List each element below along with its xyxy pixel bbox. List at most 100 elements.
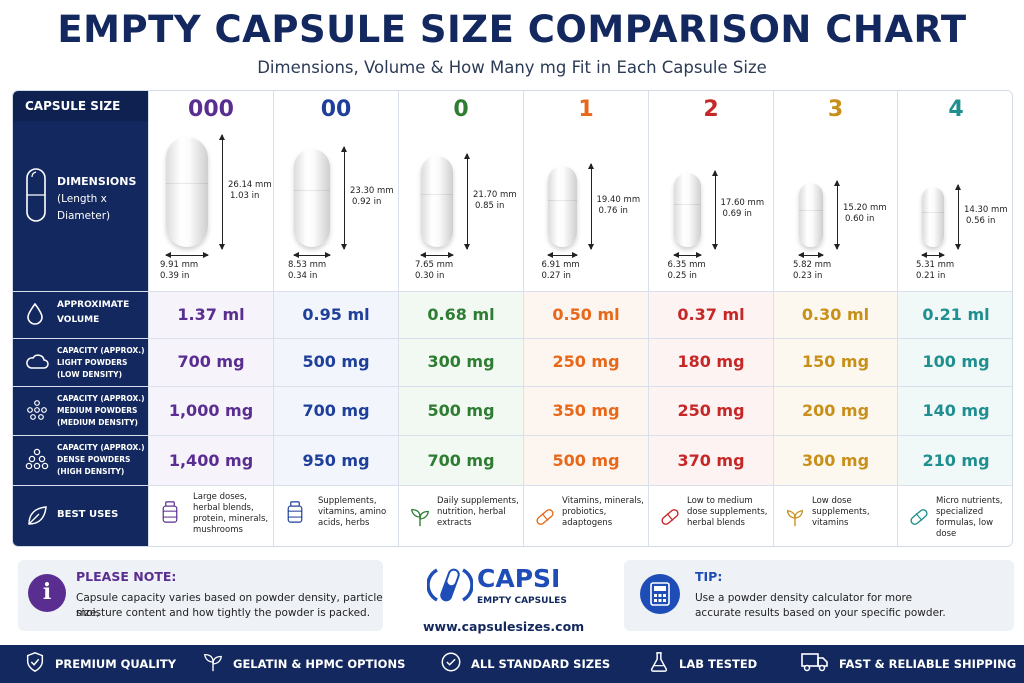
note-title: PLEASE NOTE: (76, 569, 177, 584)
dense-capacity-value: 700 mg (427, 451, 495, 470)
rowhead-dense-label-2: DENSE POWDERS (57, 455, 131, 464)
rowhead-light-label-3: (LOW DENSITY) (57, 370, 122, 379)
diameter-in: 0.25 in (667, 271, 697, 281)
rowhead-volume-label-2: VOLUME (57, 315, 100, 325)
volume-value: 0.30 ml (801, 305, 870, 324)
length-in: 0.56 in (966, 216, 996, 226)
length-mm: 14.30 mm (964, 205, 1008, 215)
row-divider (13, 485, 1012, 486)
length-arrow (955, 184, 961, 250)
volume-value: 0.68 ml (427, 305, 495, 324)
footer-bar: PREMIUM QUALITY GELATIN & HPMC OPTIONS ALL… (0, 645, 1024, 683)
length-arrow (219, 134, 225, 250)
row-divider (13, 338, 1012, 339)
light-capacity-value: 250 mg (552, 352, 620, 371)
rowhead-uses: BEST USES (13, 485, 148, 546)
rowhead-capsule-size: CAPSULE SIZE (13, 91, 148, 121)
best-uses-line: Daily supplements, (437, 496, 519, 506)
best-uses-line: vitamins (812, 518, 849, 528)
footer-item-truck: FAST & RELIABLE SHIPPING (800, 645, 1016, 683)
rowhead-volume: APPROXIMATE VOLUME (13, 291, 148, 338)
dense-granules-icon (25, 448, 49, 470)
volume-value: 0.21 ml (922, 305, 990, 324)
diameter-arrow (672, 252, 702, 258)
light-capacity-value: 300 mg (427, 352, 495, 371)
size-label: 00 (320, 97, 352, 122)
tip-title: TIP: (695, 569, 723, 584)
best-uses-text: Low to medium dose supplements, herbal ble… (687, 496, 768, 529)
volume-value: 0.95 ml (302, 305, 370, 324)
length-in: 0.60 in (845, 214, 875, 224)
length-arrow (834, 180, 840, 250)
brand-tagline: EMPTY CAPSULES (477, 596, 567, 606)
best-uses-line: Micro nutrients, (936, 496, 1003, 506)
comparison-table: CAPSULE SIZE DIMENSIONS (Length x Diamet… (12, 90, 1013, 547)
best-uses-line: herbal blends (687, 518, 745, 528)
light-capacity-value: 180 mg (677, 352, 745, 371)
diameter-in: 0.30 in (415, 271, 445, 281)
dense-capacity-value: 500 mg (552, 451, 620, 470)
medium-capacity-value: 200 mg (801, 401, 870, 420)
length-mm: 15.20 mm (843, 203, 887, 213)
tip-line-1: Use a powder density calculator for more (695, 592, 913, 604)
length-arrow (711, 170, 718, 250)
best-uses-text: Low dose supplements, vitamins (812, 496, 870, 529)
rowhead-medium-label-2: MEDIUM POWDERS (57, 406, 138, 415)
best-uses-text: Large doses, herbal blends, protein, miner… (193, 492, 268, 536)
medium-capacity-value: 700 mg (302, 401, 370, 420)
rowhead-light: CAPACITY (APPROX.) LIGHT POWDERS (LOW DE… (13, 338, 148, 386)
best-uses-line: mushrooms (193, 525, 243, 535)
size-label: 0 (453, 97, 469, 122)
rowhead-dimensions-label: DIMENSIONS (57, 175, 137, 188)
size-column-00: 00 23.30 mm 0.92 in 8.53 mm 0.34 in 0.95… (273, 91, 398, 546)
page-subtitle: Dimensions, Volume & How Many mg Fit in … (257, 58, 767, 77)
length-mm: 17.60 mm (720, 198, 765, 208)
size-label: 2 (703, 97, 719, 122)
note-line-2: moisture content and how tightly the pow… (76, 607, 371, 619)
sprout-icon (784, 506, 806, 532)
length-mm: 21.70 mm (473, 189, 517, 200)
flask-icon (648, 651, 670, 677)
rowhead-dimensions-sub2: Diameter) (57, 210, 111, 222)
medium-capacity-value: 140 mg (922, 401, 990, 420)
note-box: i PLEASE NOTE: Capsule capacity varies b… (18, 560, 383, 631)
best-uses-line: supplements, (812, 507, 870, 517)
footer-label: ALL STANDARD SIZES (471, 657, 611, 671)
page-title: EMPTY CAPSULE SIZE COMPARISON CHART (57, 8, 967, 51)
check-circle-icon (440, 651, 462, 677)
diameter-in: 0.21 in (916, 271, 946, 281)
rowhead-medium-label-1: CAPACITY (APPROX.) (57, 394, 145, 403)
brand-block: CAPSI EMPTY CAPSULES www.capsulesizes.co… (423, 562, 605, 637)
capsule-image (166, 137, 208, 247)
row-divider (13, 291, 1012, 292)
dense-capacity-value: 210 mg (922, 451, 990, 470)
leaf-icon (28, 506, 47, 525)
rowhead-dense: CAPACITY (APPROX.) DENSE POWDERS (HIGH D… (13, 435, 148, 485)
volume-value: 0.50 ml (552, 305, 620, 324)
best-uses-line: extracts (437, 518, 472, 528)
size-column-3: 3 15.20 mm 0.60 in 5.82 mm 0.23 in 0.30 … (773, 91, 897, 546)
rowhead-capsule-size-label: CAPSULE SIZE (25, 99, 121, 113)
brand-url[interactable]: www.capsulesizes.com (423, 619, 585, 634)
footer-label: GELATIN & HPMC OPTIONS (233, 657, 406, 671)
rowhead-medium: CAPACITY (APPROX.) MEDIUM POWDERS (MEDIU… (13, 386, 148, 435)
rowhead-dense-label-3: (HIGH DENSITY) (57, 467, 125, 476)
cloud-icon (26, 354, 49, 369)
best-uses-line: specialized (936, 507, 984, 517)
best-uses-text: Daily supplements, nutrition, herbal extra… (437, 496, 519, 529)
dense-capacity-value: 300 mg (801, 451, 870, 470)
length-in: 0.85 in (475, 200, 505, 211)
light-capacity-value: 150 mg (801, 352, 870, 371)
diameter-arrow (921, 252, 945, 258)
best-uses-line: adaptogens (562, 518, 613, 528)
best-uses-line: protein, minerals, (193, 514, 269, 524)
rowhead-dimensions: DIMENSIONS (Length x Diameter) (13, 121, 148, 291)
capsule-icon (534, 506, 556, 532)
rowhead-light-label-1: CAPACITY (APPROX.) (57, 346, 145, 355)
length-arrow (464, 153, 470, 250)
capsule-image (673, 173, 701, 247)
diameter-mm: 6.91 mm (541, 260, 580, 270)
medium-capacity-value: 1,000 mg (168, 401, 254, 420)
diameter-in: 0.23 in (793, 271, 823, 281)
best-uses-line: formulas, low dose (936, 518, 994, 539)
